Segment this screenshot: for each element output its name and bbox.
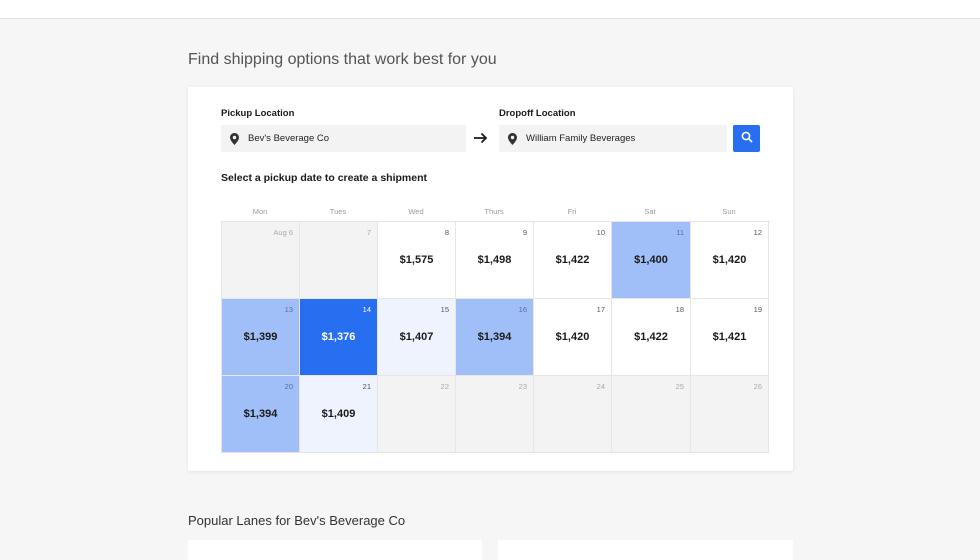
day-price: $1,422 [634, 331, 668, 343]
pickup-location-value: Bev's Beverage Co [248, 133, 330, 144]
search-icon [741, 130, 753, 148]
calendar-day-cell: 22 [378, 376, 456, 453]
top-navigation-bar [0, 0, 980, 19]
calendar-day-cell[interactable]: 12 $1,420 [691, 222, 769, 299]
day-number: 16 [518, 305, 527, 314]
day-number: 20 [284, 382, 293, 391]
day-number: 8 [444, 228, 449, 237]
weekday-label: Thurs [484, 207, 504, 216]
map-pin-icon [506, 132, 519, 145]
calendar-day-cell[interactable]: 21 $1,409 [300, 376, 378, 453]
day-number: 19 [753, 305, 762, 314]
calendar-grid: Aug 6 7 8 $1,575 9 $1,498 10 $1,422 11 $1,400 12 $1… [221, 221, 770, 454]
calendar-day-cell[interactable]: 20 $1,394 [222, 376, 300, 453]
day-number: 18 [675, 305, 684, 314]
pickup-location-label: Pickup Location [221, 108, 295, 119]
calendar-day-cell[interactable]: 16 $1,394 [456, 299, 534, 376]
day-number: 26 [753, 382, 762, 391]
shipping-options-card: Pickup Location Bev's Beverage Co Dropof… [188, 87, 793, 471]
day-number: 10 [596, 228, 605, 237]
day-number: 23 [518, 382, 527, 391]
day-price: $1,409 [321, 408, 356, 420]
arrow-right-icon [472, 129, 490, 147]
day-number: 13 [284, 305, 293, 314]
day-price: $1,498 [477, 254, 512, 266]
calendar-day-cell[interactable]: 8 $1,575 [378, 222, 456, 299]
weekday-label: Mon [252, 207, 268, 216]
day-number: 14 [362, 305, 371, 314]
pickup-location-input[interactable]: Bev's Beverage Co [221, 125, 466, 152]
day-price: $1,394 [243, 408, 278, 420]
calendar-day-cell[interactable]: 9 $1,498 [456, 222, 534, 299]
calendar-day-cell[interactable]: 17 $1,420 [534, 299, 612, 376]
day-number: 24 [596, 382, 605, 391]
day-price: $1,420 [712, 254, 747, 266]
day-number: 25 [675, 382, 684, 391]
calendar-title: Select a pickup date to create a shipmen… [221, 172, 427, 184]
day-price: $1,420 [555, 331, 590, 343]
calendar-day-cell[interactable]: 15 $1,407 [378, 299, 456, 376]
day-number: 17 [596, 305, 605, 314]
calendar-day-cell: 7 [300, 222, 378, 299]
map-pin-icon [228, 132, 241, 145]
day-price: $1,575 [399, 254, 434, 266]
day-number: 22 [440, 382, 449, 391]
day-price: $1,422 [555, 254, 590, 266]
lane-card[interactable] [498, 540, 793, 560]
day-number: Aug 6 [273, 228, 293, 237]
lane-card[interactable] [188, 540, 482, 560]
calendar-day-cell: 26 [691, 376, 769, 453]
day-number: 9 [522, 228, 527, 237]
calendar-day-cell: 25 [612, 376, 691, 453]
dropoff-location-value: William Family Beverages [526, 133, 636, 144]
calendar-day-cell: Aug 6 [222, 222, 300, 299]
day-number: 11 [676, 228, 684, 237]
calendar-day-cell[interactable]: 13 $1,399 [222, 299, 300, 376]
search-button[interactable] [733, 125, 760, 152]
day-price: $1,421 [712, 331, 747, 343]
calendar-day-cell[interactable]: 14 $1,376 [300, 299, 378, 376]
day-number: 15 [440, 305, 449, 314]
day-number: 7 [366, 228, 371, 237]
dropoff-location-label: Dropoff Location [499, 108, 576, 119]
weekday-label: Sat [644, 207, 656, 216]
dropoff-location-input[interactable]: William Family Beverages [499, 125, 727, 152]
weekday-label: Tues [329, 207, 347, 216]
weekday-label: Fri [567, 207, 577, 216]
page-heading: Find shipping options that work best for… [188, 51, 497, 68]
weekday-label: Wed [408, 207, 424, 216]
day-price: $1,407 [399, 331, 434, 343]
calendar-day-cell[interactable]: 11 $1,400 [612, 222, 691, 299]
popular-lanes-heading: Popular Lanes for Bev's Beverage Co [188, 513, 406, 528]
calendar-day-cell: 24 [534, 376, 612, 453]
calendar-day-cell: 23 [456, 376, 534, 453]
day-price: $1,400 [634, 254, 668, 266]
weekday-label: Sun [722, 207, 736, 216]
day-price: $1,376 [321, 331, 356, 343]
calendar-day-cell[interactable]: 18 $1,422 [612, 299, 691, 376]
day-price: $1,399 [243, 331, 278, 343]
day-price: $1,394 [477, 331, 512, 343]
calendar-day-cell[interactable]: 10 $1,422 [534, 222, 612, 299]
day-number: 21 [362, 382, 371, 391]
calendar-day-cell[interactable]: 19 $1,421 [691, 299, 769, 376]
day-number: 12 [753, 228, 762, 237]
